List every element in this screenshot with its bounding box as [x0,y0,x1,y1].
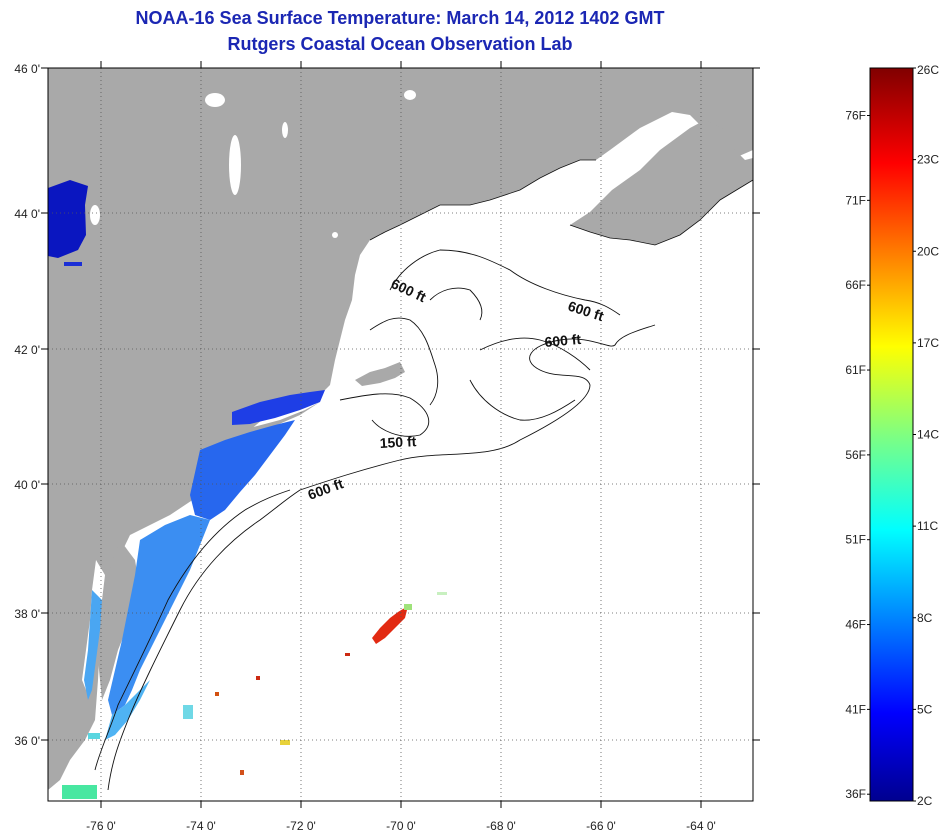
colorbar-celsius-label: 8C [917,611,933,625]
colorbar-celsius-label: 2C [917,794,933,808]
x-tick-label: -64 0' [686,819,716,833]
colorbar-ticks [867,67,916,802]
y-tick-label: 46 0' [14,62,40,76]
colorbar-celsius-label: 26C [917,63,939,77]
y-tick-label: 38 0' [14,607,40,621]
colorbar-fahrenheit-label: 36F [845,787,866,801]
colorbar-celsius-label: 5C [917,702,933,716]
colorbar-fahrenheit-label: 56F [845,448,866,462]
colorbar-fahrenheit-label: 51F [845,533,866,547]
x-tick-label: -70 0' [386,819,416,833]
y-tick-label: 42 0' [14,343,40,357]
y-tick-label: 36 0' [14,734,40,748]
land-delmarva [98,540,140,700]
colorbar-fahrenheit-label: 71F [845,193,866,207]
sst-gulf-stream-filament [372,606,408,644]
map-subtitle: Rutgers Coastal Ocean Observation Lab [227,34,573,54]
y-tick-label: 44 0' [14,207,40,221]
graticule [48,68,753,801]
sst-chesapeake [84,590,102,700]
x-tick-label: -72 0' [286,819,316,833]
sst-delmarva-shelf [108,515,210,715]
map-title: NOAA-16 Sea Surface Temperature: March 1… [135,8,665,28]
colorbar-fahrenheit-label: 61F [845,363,866,377]
x-tick-label: -74 0' [186,819,216,833]
land-long-island [225,402,320,440]
land-cape-cod [355,362,405,386]
map-ticks [41,61,760,808]
contour-label-150ft: 150 ft [379,433,417,451]
colorbar-fahrenheit-label: 66F [845,278,866,292]
bathymetry-contours [94,249,656,791]
colorbar-fahrenheit-label: 46F [845,618,866,632]
colorbar-celsius-label: 20C [917,244,939,258]
contour-label-600ft-3: 600 ft [544,331,582,350]
x-tick-label: -66 0' [586,819,616,833]
colorbar-fahrenheit-label: 41F [845,702,866,716]
sst-warm-patch-south [62,785,97,799]
colorbar-celsius-label: 14C [917,428,939,442]
sst-long-island-sound [232,390,325,425]
colorbar-fahrenheit-label: 76F [845,109,866,123]
temperature-colorbar [869,67,914,802]
land-mainland [48,68,753,790]
coastline [369,159,753,246]
colorbar-celsius-label: 11C [917,519,938,533]
land-nova-scotia [570,120,753,245]
sst-lake-ontario [48,180,88,258]
x-tick-label: -68 0' [486,819,516,833]
colorbar-labels: 26C 23C 20C 17C 14C 11C 8C 5C 2C 76F 71F 66F 61F 56F 5… [845,63,939,808]
colorbar-celsius-label: 17C [917,336,939,350]
y-tick-label: 40 0' [14,478,40,492]
colorbar-celsius-label: 23C [917,153,939,167]
sst-nj-shelf [190,420,295,520]
x-tick-label: -76 0' [86,819,116,833]
